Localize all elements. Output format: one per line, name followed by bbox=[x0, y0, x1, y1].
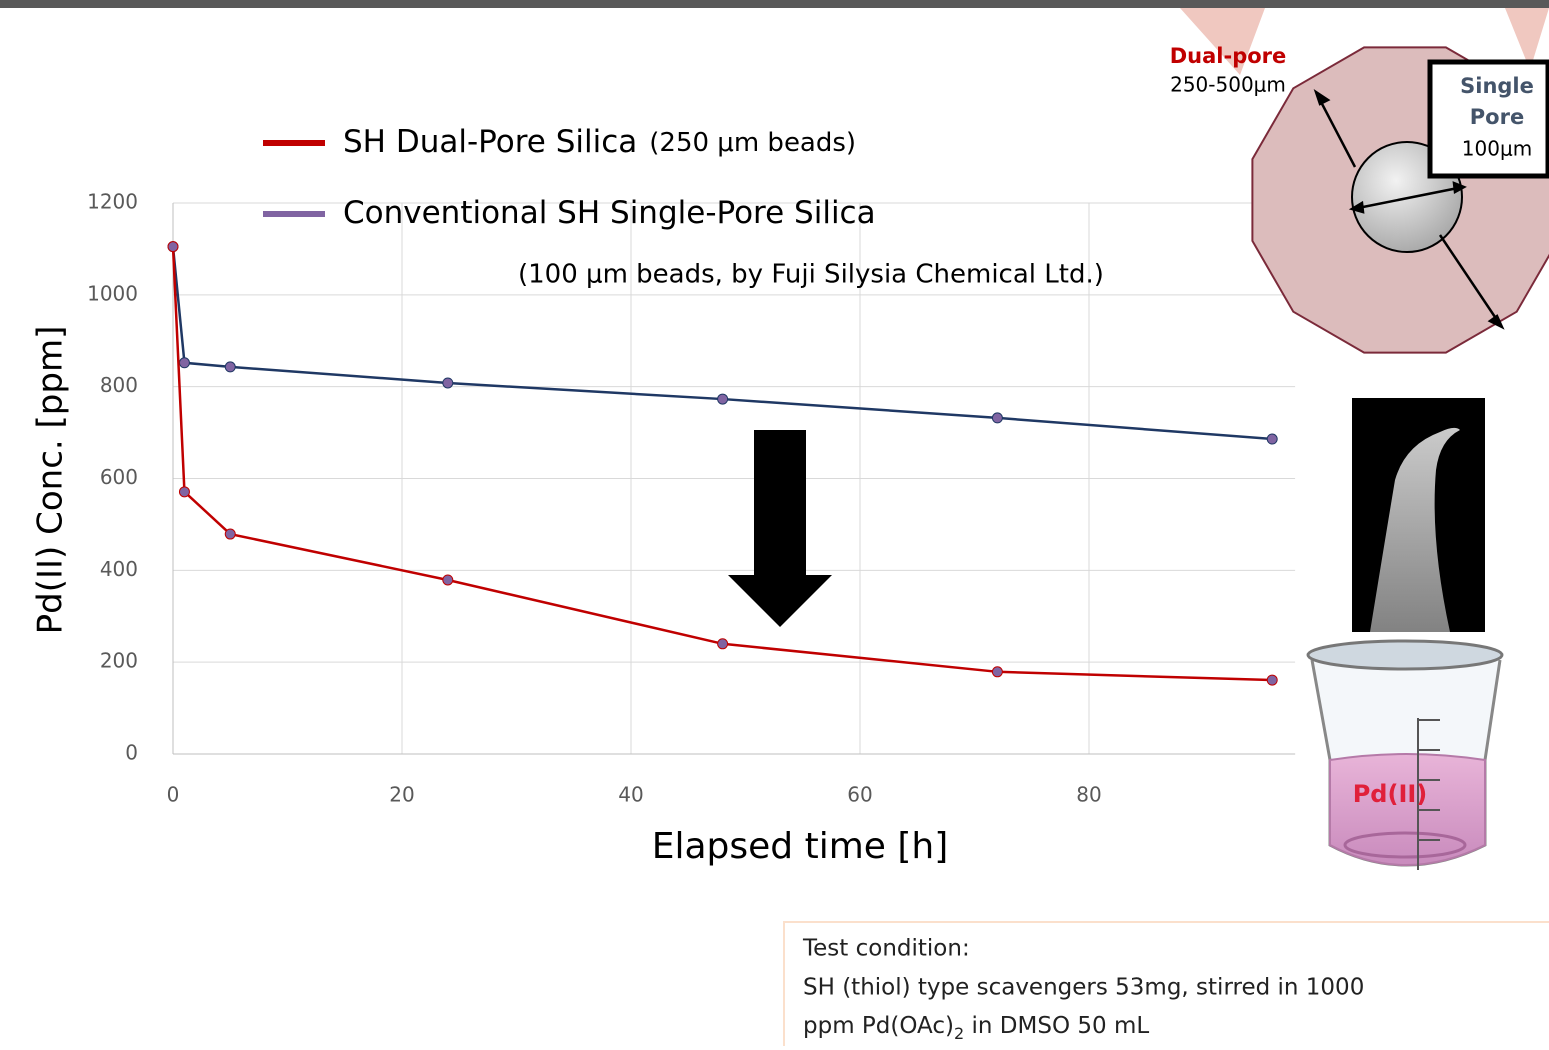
legend-label: Conventional SH Single-Pore Silica bbox=[343, 195, 876, 231]
marker bbox=[442, 377, 454, 389]
x-tick-label: 60 bbox=[847, 783, 872, 807]
x-tick-label: 40 bbox=[618, 783, 643, 807]
marker bbox=[442, 574, 454, 586]
y-tick-label: 0 bbox=[125, 741, 138, 765]
y-tick-label: 200 bbox=[100, 649, 138, 673]
dual-pore-title: Dual-pore bbox=[1170, 44, 1287, 68]
marker bbox=[717, 393, 729, 405]
trend-arrow bbox=[728, 430, 832, 627]
single-pore-title: Single bbox=[1460, 74, 1534, 98]
dual-pore-size: 250-500μm bbox=[1170, 73, 1286, 97]
scale bbox=[1417, 718, 1440, 870]
legend-name: SH Dual-Pore Silica bbox=[343, 124, 637, 160]
marker bbox=[991, 412, 1003, 424]
sand-stream bbox=[1370, 427, 1460, 632]
y-tick-label: 800 bbox=[100, 373, 138, 397]
marker bbox=[224, 361, 236, 373]
marker bbox=[178, 486, 190, 498]
x-tick-label: 80 bbox=[1076, 783, 1101, 807]
marker bbox=[224, 528, 236, 540]
y-axis-title: Pd(II) Conc. [ppm] bbox=[31, 326, 71, 635]
condition-text: ppm Pd(OAc) bbox=[803, 1013, 954, 1039]
x-tick-label: 0 bbox=[167, 783, 180, 807]
single-pore-box bbox=[1427, 59, 1549, 179]
legend-label: SH Dual-Pore Silica (250 μm beads) bbox=[343, 124, 856, 160]
y-tick-label: 400 bbox=[100, 557, 138, 581]
legend-name: Conventional SH Single-Pore Silica bbox=[343, 195, 876, 231]
beaker-rim bbox=[1306, 639, 1504, 671]
marker bbox=[1266, 433, 1278, 445]
marker bbox=[178, 357, 190, 369]
condition-box bbox=[783, 921, 1549, 1050]
marker bbox=[991, 666, 1003, 678]
marker bbox=[167, 241, 179, 253]
legend-note: (100 μm beads, by Fuji Silysia Chemical … bbox=[518, 260, 1104, 290]
y-tick-label: 1200 bbox=[87, 190, 138, 214]
single-pore-size: 100μm bbox=[1462, 137, 1532, 161]
condition-text: ppm Pd(OAc)2 in DMSO 50 mL bbox=[803, 1013, 1149, 1043]
condition-text: in DMSO 50 mL bbox=[964, 1013, 1149, 1039]
subscript: 2 bbox=[954, 1024, 964, 1043]
decor bbox=[1180, 8, 1549, 75]
condition-text: SH (thiol) type scavengers 53mg, stirred… bbox=[803, 975, 1364, 1001]
x-axis-title: Elapsed time [h] bbox=[652, 826, 949, 867]
marker bbox=[1266, 674, 1278, 686]
y-tick-label: 1000 bbox=[87, 281, 138, 305]
swirl bbox=[1343, 831, 1467, 859]
condition-title: Test condition: bbox=[802, 936, 970, 962]
beaker-label: Pd(II) bbox=[1353, 780, 1428, 808]
series-line bbox=[171, 246, 1273, 682]
x-tick-label: 20 bbox=[389, 783, 414, 807]
single-pore-title: Pore bbox=[1470, 105, 1524, 129]
y-tick-label: 600 bbox=[100, 465, 138, 489]
marker bbox=[717, 638, 729, 650]
legend-note: (250 μm beads) bbox=[649, 128, 856, 158]
top-bar bbox=[0, 0, 1549, 8]
arrows bbox=[1313, 88, 1505, 330]
